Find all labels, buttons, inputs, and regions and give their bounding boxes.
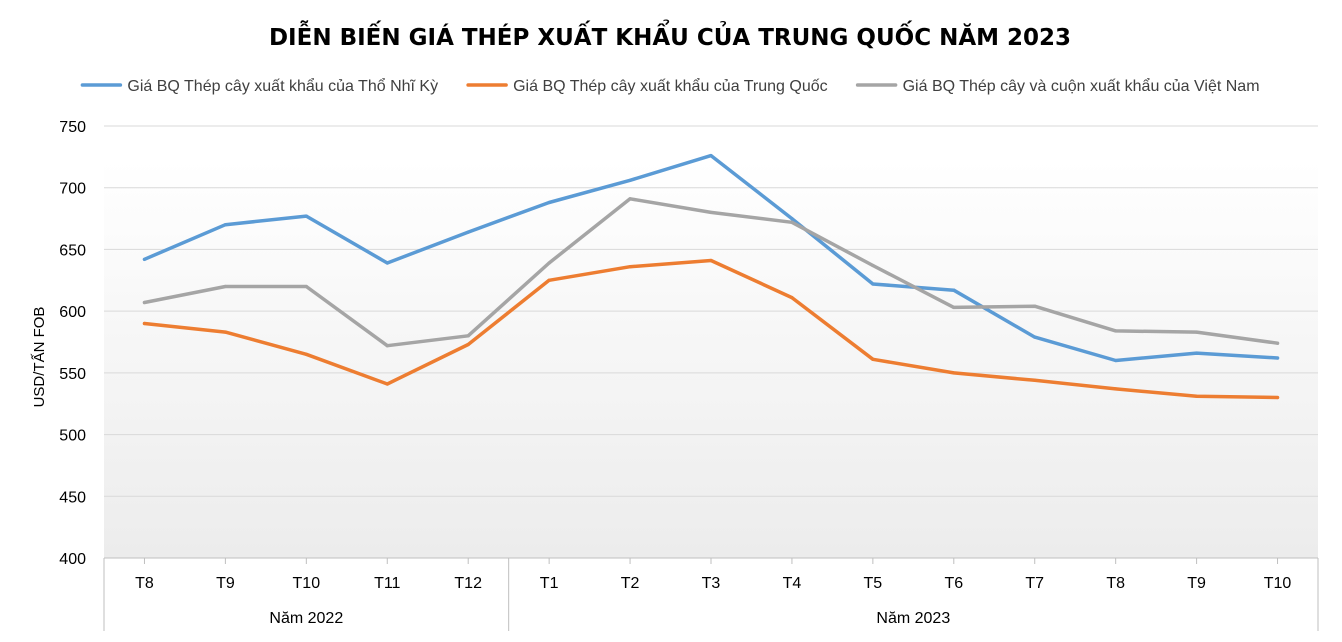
series-1 <box>142 153 1280 363</box>
series-3 <box>142 197 1280 348</box>
x-tick-label: T1 <box>540 575 559 592</box>
data-point <box>466 230 470 234</box>
y-tick-label: 750 <box>59 119 86 136</box>
data-point <box>871 282 875 286</box>
data-point <box>952 371 956 375</box>
data-point <box>1033 378 1037 382</box>
data-point <box>709 154 713 158</box>
x-tick-label: T12 <box>454 575 482 592</box>
legend-label: Giá BQ Thép cây xuất khẩu của Thổ Nhĩ Kỳ <box>127 77 438 95</box>
data-point <box>223 284 227 289</box>
data-point <box>1195 394 1199 398</box>
x-axis: T8 T9 T10 T11 T12 T1 T2 T3 T4 T5 T6 T7 T8 T9 T10 Năm 20… <box>103 557 1319 631</box>
data-point <box>871 263 875 268</box>
data-point <box>1275 341 1280 345</box>
x-tick-label: T9 <box>1187 575 1206 592</box>
data-point <box>871 357 875 361</box>
data-point <box>628 197 632 201</box>
data-point <box>709 210 713 214</box>
x-tick-label: T3 <box>702 575 721 592</box>
data-point <box>790 216 794 221</box>
legend-item: Giá BQ Thép cây và cuộn xuất khẩu của Vi… <box>855 77 1260 95</box>
x-tick-label: T9 <box>216 575 235 592</box>
data-point <box>952 288 956 292</box>
data-point <box>952 305 956 310</box>
data-point <box>385 344 389 348</box>
x-tick-label: T4 <box>783 575 802 592</box>
data-point <box>142 300 147 305</box>
series-2 <box>142 258 1280 400</box>
x-tick-label: T7 <box>1025 575 1044 592</box>
data-point <box>1195 351 1199 355</box>
x-group-label: Năm 2023 <box>876 610 950 627</box>
data-point <box>547 200 551 205</box>
data-point <box>142 321 147 326</box>
data-point <box>547 278 551 282</box>
data-point <box>1114 387 1118 391</box>
data-point <box>385 261 389 265</box>
data-point <box>1195 330 1199 334</box>
data-point <box>709 258 713 263</box>
chart-title: DIỄN BIẾN GIÁ THÉP XUẤT KHẨU CỦA TRUNG Q… <box>269 20 1071 51</box>
legend-label: Giá BQ Thép cây xuất khẩu của Trung Quốc <box>513 77 828 95</box>
y-tick-label: 650 <box>59 242 86 259</box>
x-group-label: Năm 2022 <box>269 610 343 627</box>
legend-label: Giá BQ Thép cây và cuộn xuất khẩu của Vi… <box>903 77 1260 95</box>
data-point <box>142 257 147 261</box>
y-tick-label: 500 <box>59 428 86 445</box>
x-tick-label: T10 <box>1264 575 1292 592</box>
data-point <box>790 295 794 300</box>
data-point <box>1033 304 1037 308</box>
x-tick-label: T6 <box>944 575 963 592</box>
y-tick-label: 600 <box>59 304 86 321</box>
y-tick-label: 550 <box>59 366 86 383</box>
data-point <box>223 330 227 334</box>
x-tick-label: T2 <box>621 575 640 592</box>
data-point <box>466 342 470 347</box>
y-tick-label: 400 <box>59 551 86 568</box>
legend-item: Giá BQ Thép cây xuất khẩu của Thổ Nhĩ Kỳ <box>80 77 438 95</box>
x-tick-label: T11 <box>374 575 400 592</box>
y-tick-label: 700 <box>59 181 86 198</box>
x-tick-label: T10 <box>293 575 321 592</box>
data-point <box>304 214 308 218</box>
data-point <box>628 265 632 269</box>
data-point <box>1114 358 1118 363</box>
data-point <box>628 178 632 182</box>
x-tick-label: T8 <box>135 575 154 592</box>
y-axis-label: USD/TẤN FOB <box>31 307 48 408</box>
series-lines <box>142 153 1280 400</box>
x-tick-label: T5 <box>864 575 883 592</box>
y-tick-label: 450 <box>59 489 86 506</box>
y-axis-ticks: 400 450 500 550 600 650 700 750 <box>59 119 86 568</box>
data-point <box>1275 356 1280 360</box>
data-point <box>1033 335 1037 339</box>
data-point <box>466 334 470 338</box>
legend-item: Giá BQ Thép cây xuất khẩu của Trung Quốc <box>466 77 828 95</box>
data-point <box>790 220 794 224</box>
data-point <box>1114 329 1118 333</box>
data-point <box>385 382 389 386</box>
data-point <box>304 352 308 356</box>
data-point <box>223 223 227 227</box>
gridlines <box>104 125 1318 497</box>
data-point <box>1275 395 1280 400</box>
data-point <box>304 284 308 289</box>
data-point <box>547 261 551 265</box>
x-tick-label: T8 <box>1106 575 1125 592</box>
legend: Giá BQ Thép cây xuất khẩu của Thổ Nhĩ Kỳ… <box>80 77 1260 95</box>
